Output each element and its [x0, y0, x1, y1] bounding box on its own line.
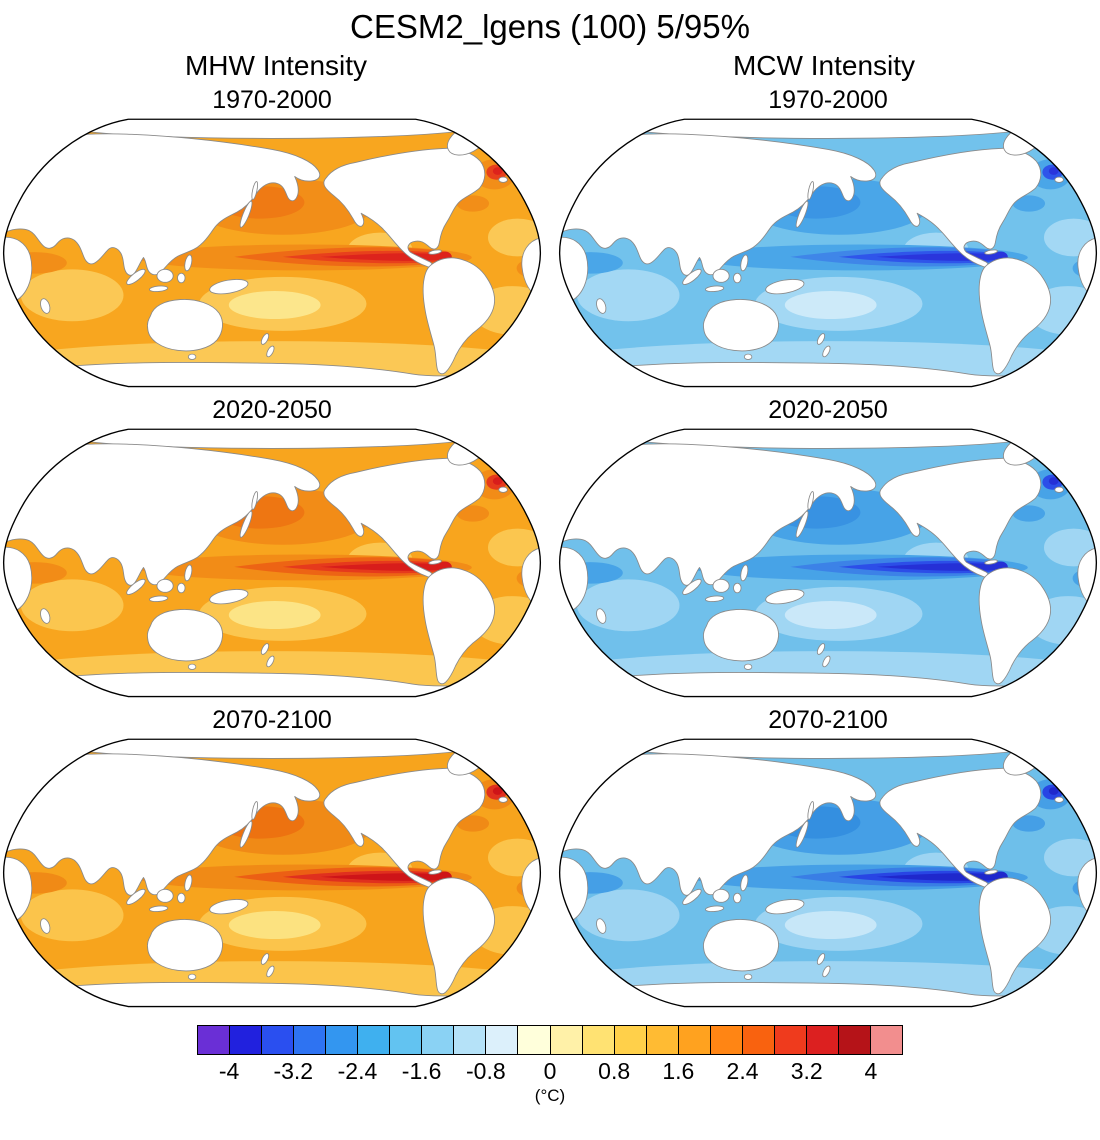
colorbar-ticks: -4 -3.2 -2.4 -1.6 -0.8 0 0.8 1.6 2.4 3.2 4 — [197, 1055, 903, 1085]
colorbar-segment — [550, 1026, 583, 1055]
colorbar-segment — [870, 1026, 903, 1055]
panel-period-label: 1970-2000 — [768, 86, 888, 114]
map-panel-mcw-1970-2000: 1970-2000 — [558, 82, 1098, 390]
colorbar-segment — [262, 1026, 295, 1055]
colorbar-tick-label: -4 — [218, 1058, 240, 1085]
map-panel-mhw-2070-2100: 2070-2100 — [2, 702, 542, 1010]
colorbar-tick-label: 0.8 — [598, 1058, 631, 1085]
world-map-mhw-2070-2100 — [2, 736, 542, 1010]
colorbar-tick-label: 3.2 — [790, 1058, 823, 1085]
panel-period-label: 2070-2100 — [212, 705, 332, 734]
colorbar-segment — [198, 1026, 231, 1055]
colorbar-segment — [742, 1026, 775, 1055]
column-headers: MHW Intensity MCW Intensity — [2, 48, 1098, 82]
colorbar-segment — [454, 1026, 487, 1055]
colorbar-segment — [518, 1026, 551, 1055]
map-panel-mhw-1970-2000: 1970-2000 — [2, 82, 542, 390]
colorbar-segment — [294, 1026, 327, 1055]
colorbar-unit: (°C) — [534, 1086, 566, 1106]
colorbar-segment — [422, 1026, 455, 1055]
map-panel-mhw-2020-2050: 2020-2050 — [2, 392, 542, 700]
colorbar-segment — [838, 1026, 871, 1055]
colorbar-segment — [710, 1026, 743, 1055]
map-panel-mcw-2070-2100: 2070-2100 — [558, 702, 1098, 1010]
panel-period-label: 1970-2000 — [212, 86, 332, 114]
colorbar-segment — [646, 1026, 679, 1055]
world-map-mcw-1970-2000 — [558, 116, 1098, 390]
colorbar-segment — [774, 1026, 807, 1055]
colorbar-tick-label: 4 — [864, 1058, 878, 1085]
colorbar-segment — [358, 1026, 391, 1055]
colorbar-segment — [486, 1026, 519, 1055]
colorbar-segment — [326, 1026, 359, 1055]
colorbar: -4 -3.2 -2.4 -1.6 -0.8 0 0.8 1.6 2.4 3.2 4 (°C) — [197, 1025, 903, 1106]
colorbar-segment — [806, 1026, 839, 1055]
figure-title: CESM2_lgens (100) 5/95% — [350, 8, 750, 45]
colorbar-segment — [230, 1026, 263, 1055]
panel-period-label: 2020-2050 — [768, 395, 888, 424]
colorbar-tick-label: -1.6 — [401, 1058, 442, 1085]
colorbar-segment — [678, 1026, 711, 1055]
map-panel-mcw-2020-2050: 2020-2050 — [558, 392, 1098, 700]
column-header-mcw: MCW Intensity — [732, 50, 916, 81]
colorbar-segment — [390, 1026, 423, 1055]
panel-period-label: 2070-2100 — [768, 705, 888, 734]
colorbar-strip — [197, 1025, 903, 1056]
colorbar-tick-label: 2.4 — [726, 1058, 759, 1085]
colorbar-segment — [614, 1026, 647, 1055]
map-grid: 1970-2000 1970-2000 2020-2050 2020-2050 … — [2, 82, 1098, 1009]
panel-period-label: 2020-2050 — [212, 395, 332, 424]
colorbar-tick-label: -3.2 — [273, 1058, 314, 1085]
world-map-mcw-2070-2100 — [558, 736, 1098, 1010]
colorbar-tick-label: 1.6 — [662, 1058, 695, 1085]
colorbar-tick-label: -2.4 — [337, 1058, 378, 1085]
world-map-mcw-2020-2050 — [558, 426, 1098, 700]
column-header-mhw: MHW Intensity — [184, 50, 368, 81]
world-map-mhw-1970-2000 — [2, 116, 542, 390]
colorbar-tick-label: 0 — [543, 1058, 557, 1085]
colorbar-segment — [582, 1026, 615, 1055]
world-map-mhw-2020-2050 — [2, 426, 542, 700]
colorbar-tick-label: -0.8 — [465, 1058, 506, 1085]
